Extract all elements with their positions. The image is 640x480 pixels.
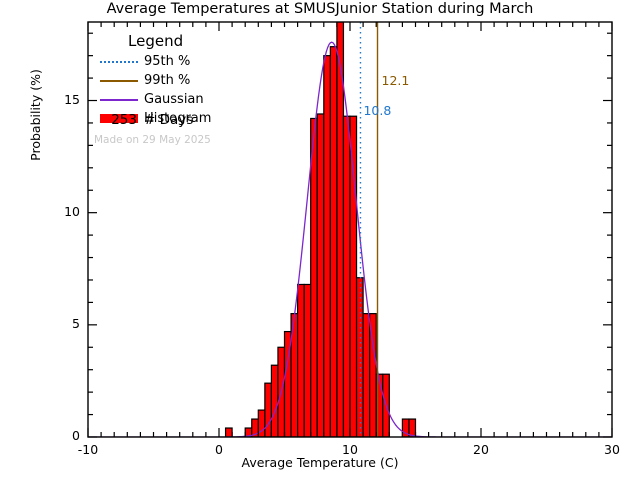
x-tick-label: -10: [77, 442, 99, 457]
histogram-bar: [270, 364, 279, 437]
y-tick-label: 15: [64, 91, 80, 107]
y-tick-label: 5: [72, 315, 80, 331]
days-count-value: 253: [111, 112, 137, 128]
legend-item-label: Gaussian: [144, 92, 204, 107]
legend-swatch: [100, 80, 138, 82]
vline-value-label: 12.1: [381, 73, 410, 88]
legend-title: Legend: [128, 32, 184, 50]
vline-value-label: 10.8: [363, 103, 392, 118]
histogram-bar: [316, 113, 325, 437]
x-tick-label: 10: [342, 442, 358, 457]
legend-swatch: [100, 61, 138, 63]
legend-item-label: 99th %: [144, 73, 191, 88]
y-tick-label: 10: [64, 203, 80, 219]
histogram-bar: [329, 46, 338, 437]
legend-item-label: 95th %: [144, 54, 191, 69]
histogram-bar: [264, 382, 273, 437]
chart-title: Average Temperatures at SMUSJunior Stati…: [106, 1, 534, 17]
legend-item-label: Histogram: [144, 111, 212, 126]
histogram-bar: [342, 115, 351, 437]
x-tick-label: 0: [215, 442, 223, 457]
x-tick-label: 20: [473, 442, 489, 457]
histogram-bar: [349, 115, 358, 437]
histogram-bar: [224, 427, 233, 437]
legend-swatch: [100, 99, 138, 101]
y-axis-label: Probability (%): [28, 69, 43, 161]
x-axis-label: Average Temperature (C): [241, 455, 399, 470]
legend-swatch: [100, 114, 138, 123]
gaussian-curve: [88, 41, 612, 437]
y-tick-label: 0: [72, 428, 80, 443]
histogram-bar: [323, 55, 331, 437]
histogram-bar: [303, 283, 312, 437]
histogram-bar: [310, 117, 318, 437]
days-count-label: # Days: [144, 112, 194, 128]
made-on-caption: Made on 29 May 2025: [94, 134, 211, 146]
x-tick-label: 30: [604, 442, 620, 457]
histogram-bar: [297, 283, 305, 437]
histogram-bar: [362, 313, 371, 437]
